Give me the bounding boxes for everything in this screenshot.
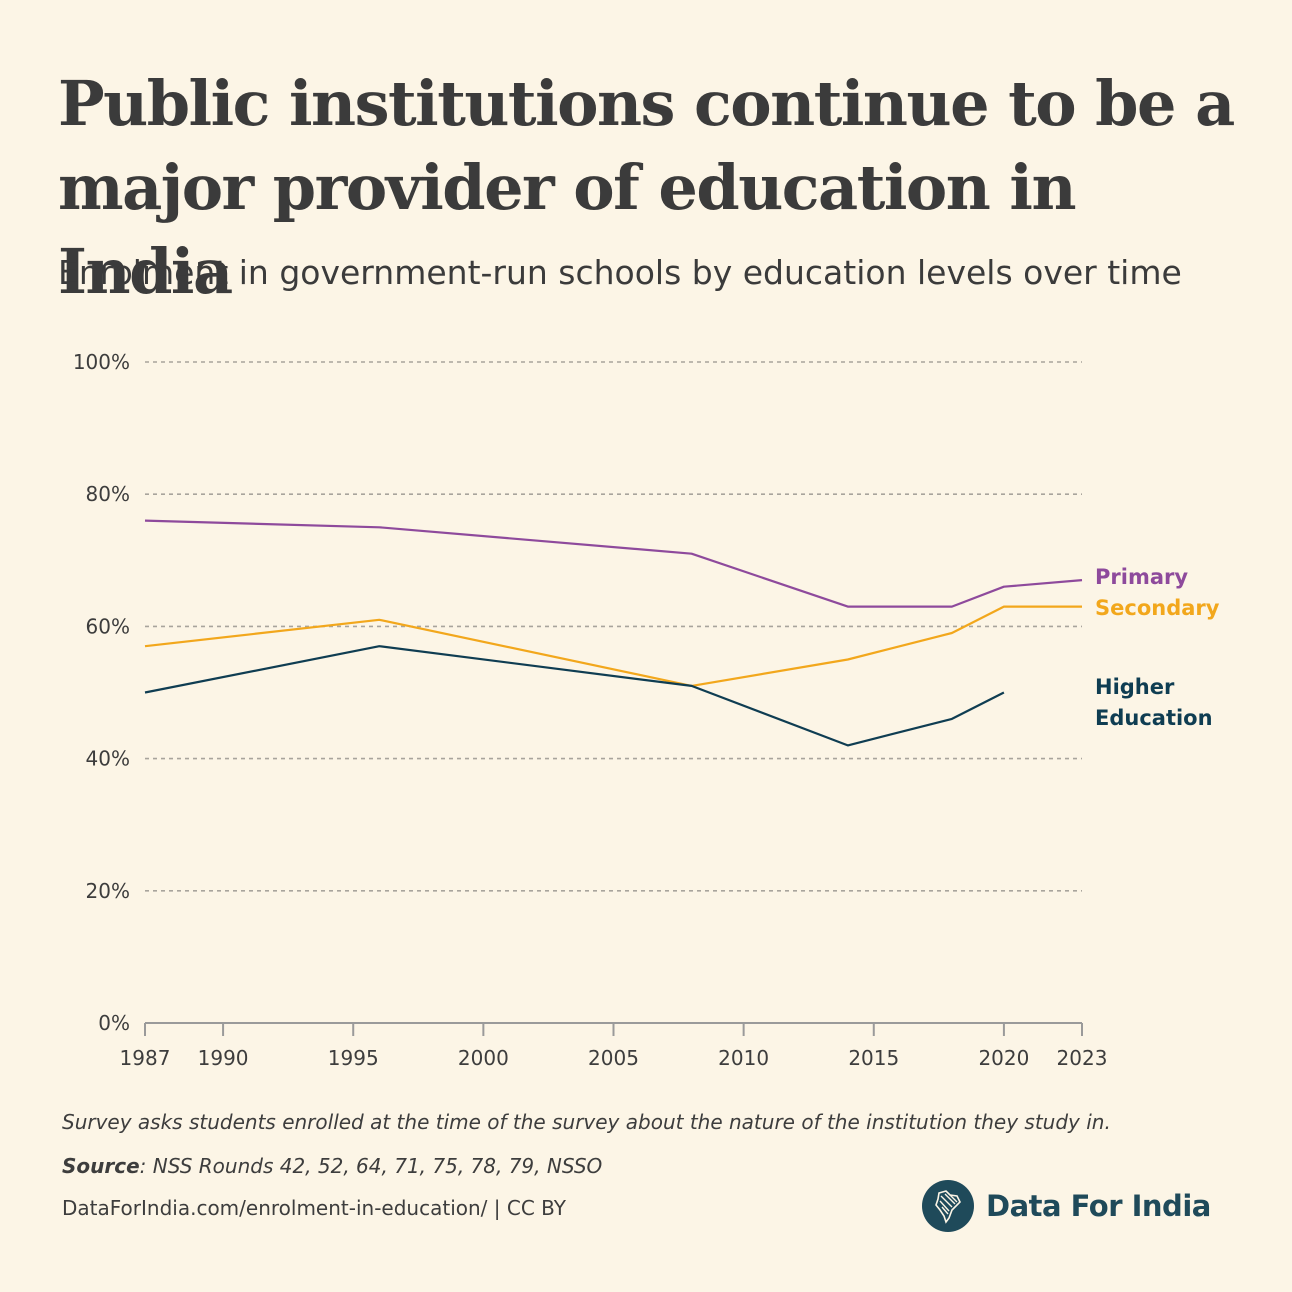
source-text: : NSS Rounds 42, 52, 64, 71, 75, 78, 79,…: [139, 1154, 603, 1178]
series-label: Education: [1095, 706, 1213, 730]
line-chart: 0% 20% 40% 60% 80% 100% 1987 1990 1995 2000 2005 2…: [73, 350, 1220, 1070]
source-label: Source: [62, 1154, 140, 1178]
footer-link[interactable]: DataForIndia.com/enrolment-in-education/…: [62, 1196, 566, 1220]
x-tick-label: 2000: [458, 1046, 509, 1070]
x-axis: [144, 1022, 1083, 1036]
series-line-secondary: [144, 605, 1082, 687]
y-tick-label: 100%: [73, 350, 130, 374]
chart-title: Public institutions continue to be a maj…: [58, 67, 1235, 308]
series-line-primary: [144, 519, 1083, 608]
grid-lines: [145, 361, 1082, 892]
y-tick-label: 40%: [86, 747, 130, 771]
x-tick-label: 2023: [1057, 1046, 1108, 1070]
x-tick-label: 2015: [848, 1046, 899, 1070]
y-tick-label: 80%: [86, 482, 130, 506]
series-label: Secondary: [1095, 596, 1220, 620]
series-lines: [144, 519, 1083, 747]
y-axis-tick-labels: 0% 20% 40% 60% 80% 100%: [73, 350, 130, 1035]
brand-logo-block[interactable]: Data For India: [922, 1180, 1211, 1232]
x-tick-label: 2010: [718, 1046, 769, 1070]
series-label: Higher: [1095, 675, 1175, 699]
x-tick-label: 1990: [198, 1046, 249, 1070]
y-tick-label: 20%: [86, 879, 130, 903]
series-labels: Primary Secondary Higher Education: [1095, 565, 1220, 730]
x-tick-label: 2020: [978, 1046, 1029, 1070]
x-tick-label: 1995: [328, 1046, 379, 1070]
x-tick-label: 2005: [588, 1046, 639, 1070]
series-label: Primary: [1095, 565, 1188, 589]
x-axis-tick-labels: 1987 1990 1995 2000 2005 2010 2015 2020 2023: [120, 1046, 1108, 1070]
india-map-logo-icon: [922, 1180, 974, 1232]
y-tick-label: 0%: [98, 1011, 130, 1035]
brand-name: Data For India: [986, 1189, 1211, 1223]
chart-source: Source: NSS Rounds 42, 52, 64, 71, 75, 7…: [62, 1154, 602, 1178]
chart-subtitle: Enrolment in government-run schools by e…: [58, 253, 1182, 292]
chart-note: Survey asks students enrolled at the tim…: [62, 1110, 1111, 1134]
x-tick-label: 1987: [120, 1046, 171, 1070]
y-tick-label: 60%: [86, 614, 130, 638]
series-line-higher-education: [144, 645, 1005, 747]
